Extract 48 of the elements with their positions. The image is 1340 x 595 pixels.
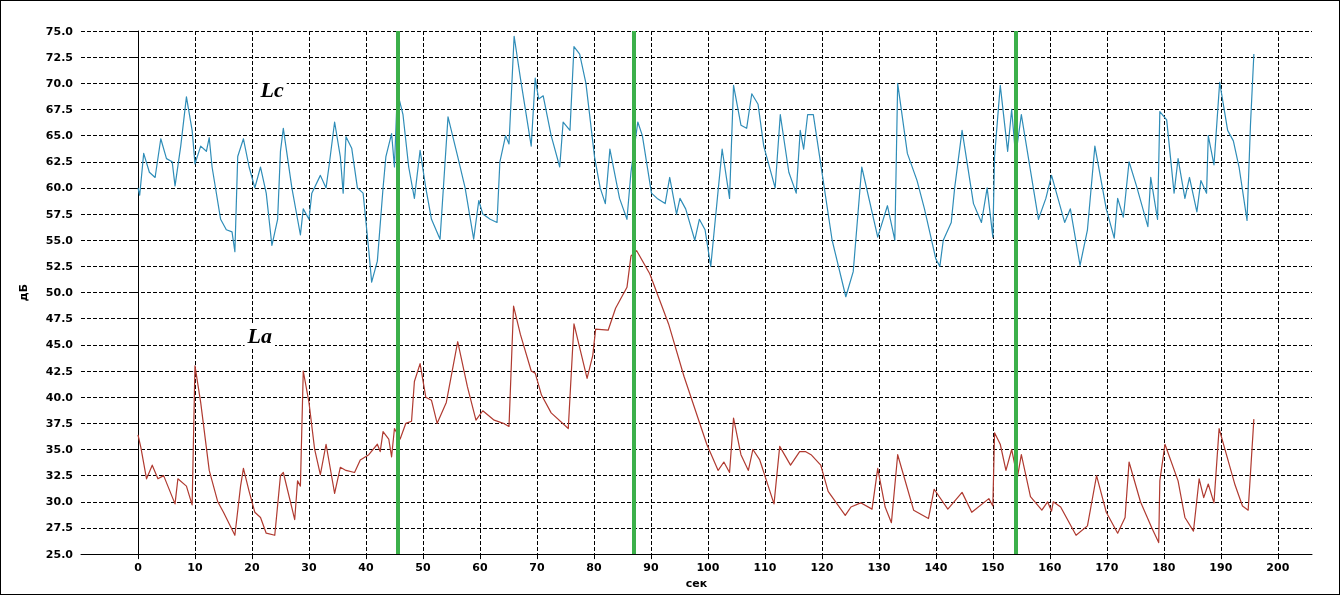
x-tick-label: 140 <box>924 561 948 575</box>
y-tick-label: 50.0 <box>45 286 74 300</box>
y-tick-label: 30.0 <box>45 495 74 509</box>
y-tick-label: 70.0 <box>45 76 74 90</box>
y-tick-label: 57.5 <box>45 207 73 221</box>
x-tick-label: 130 <box>867 561 891 575</box>
x-tick-label: 70 <box>529 561 545 575</box>
annotation: Lc <box>259 77 284 103</box>
x-tick-label: 160 <box>1038 561 1062 575</box>
x-tick-label: 100 <box>696 561 720 575</box>
y-axis-title: дБ <box>17 283 30 302</box>
annotation: La <box>246 323 273 349</box>
x-tick-label: 60 <box>472 561 488 575</box>
y-tick-label: 45.0 <box>45 338 74 352</box>
y-tick-label: 65.0 <box>45 129 74 143</box>
y-tick-label: 42.5 <box>45 364 73 378</box>
x-tick-label: 150 <box>981 561 1005 575</box>
line-series <box>137 35 1255 298</box>
x-tick-label: 20 <box>244 561 260 575</box>
y-tick-label: 40.0 <box>45 390 74 404</box>
x-tick-label: 200 <box>1266 561 1290 575</box>
x-tick-label: 10 <box>187 561 203 575</box>
y-tick-label: 75.0 <box>45 24 74 38</box>
x-tick-label: 30 <box>301 561 317 575</box>
x-tick-label: 110 <box>753 561 777 575</box>
y-tick-label: 35.0 <box>45 442 74 456</box>
y-tick-label: 47.5 <box>45 312 73 326</box>
y-tick-label: 25.0 <box>45 547 74 561</box>
y-tick-label: 52.5 <box>45 259 73 273</box>
y-tick-label: 37.5 <box>45 416 73 430</box>
x-tick-label: 170 <box>1095 561 1119 575</box>
x-tick-label: 120 <box>810 561 834 575</box>
y-tick-label: 67.5 <box>45 102 73 116</box>
y-tick-label: 55.0 <box>45 233 74 247</box>
y-tick-label: 62.5 <box>45 155 73 169</box>
y-tick-label: 32.5 <box>45 469 73 483</box>
y-tick-label: 27.5 <box>45 521 73 535</box>
x-tick-label: 50 <box>415 561 431 575</box>
line-series <box>137 250 1255 544</box>
x-tick-label: 0 <box>134 561 143 575</box>
x-axis-title: сек <box>685 577 708 590</box>
y-tick-label: 72.5 <box>45 50 73 64</box>
x-tick-label: 40 <box>358 561 374 575</box>
x-tick-label: 90 <box>643 561 659 575</box>
x-tick-label: 180 <box>1152 561 1176 575</box>
x-tick-label: 190 <box>1209 561 1233 575</box>
y-tick-label: 60.0 <box>45 181 74 195</box>
x-tick-label: 80 <box>586 561 602 575</box>
